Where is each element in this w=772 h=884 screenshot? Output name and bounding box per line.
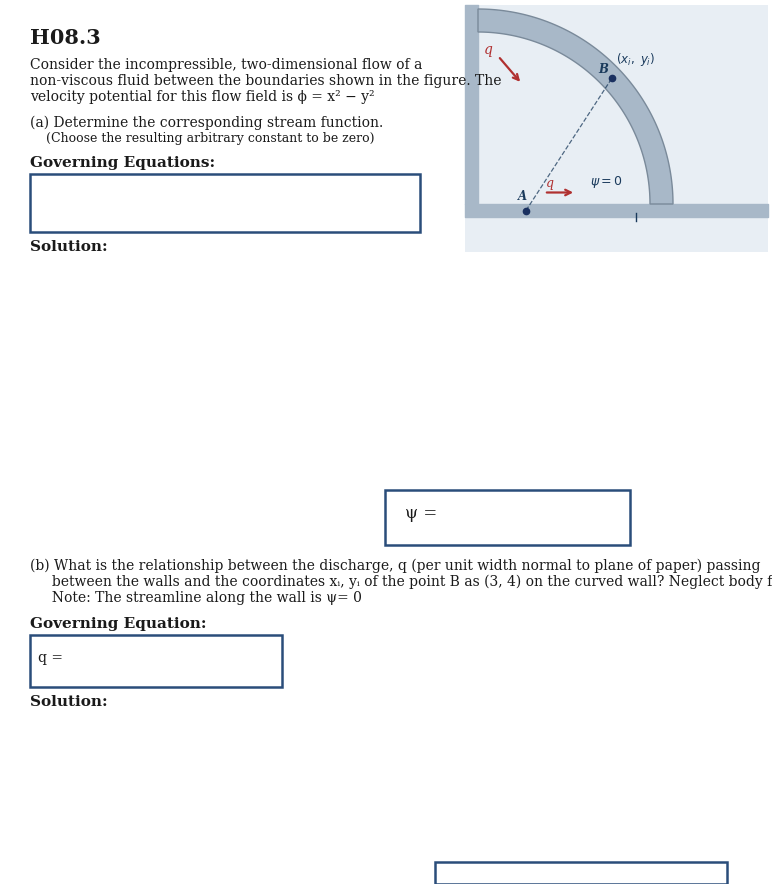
Text: H08.3: H08.3 (30, 28, 101, 48)
Text: Solution:: Solution: (30, 695, 107, 709)
Text: A: A (518, 189, 527, 202)
Text: Governing Equation:: Governing Equation: (30, 617, 206, 631)
Text: q: q (484, 43, 493, 57)
Text: Governing Equations:: Governing Equations: (30, 156, 215, 170)
Text: q =: q = (38, 651, 63, 665)
Text: velocity potential for this flow field is ϕ = x² − y²: velocity potential for this flow field i… (30, 90, 374, 104)
FancyBboxPatch shape (435, 862, 727, 884)
Text: (Choose the resulting arbitrary constant to be zero): (Choose the resulting arbitrary constant… (30, 132, 374, 145)
Text: B: B (599, 64, 608, 76)
Text: $\psi = 0$: $\psi = 0$ (590, 174, 623, 190)
FancyBboxPatch shape (385, 490, 630, 545)
Text: (b) What is the relationship between the discharge, q (per unit width normal to : (b) What is the relationship between the… (30, 559, 760, 574)
Polygon shape (478, 9, 673, 204)
Text: non-viscous fluid between the boundaries shown in the figure. The: non-viscous fluid between the boundaries… (30, 74, 502, 88)
Text: $(x_i,\ y_i)$: $(x_i,\ y_i)$ (616, 51, 655, 68)
Text: Note: The streamline along the wall is ψ= 0: Note: The streamline along the wall is ψ… (30, 591, 362, 605)
Text: between the walls and the coordinates xᵢ, yᵢ of the point B as (3, 4) on the cur: between the walls and the coordinates xᵢ… (30, 575, 772, 590)
Text: Consider the incompressible, two-dimensional flow of a: Consider the incompressible, two-dimensi… (30, 58, 422, 72)
FancyBboxPatch shape (30, 635, 282, 687)
FancyBboxPatch shape (465, 5, 768, 252)
Text: q: q (546, 178, 554, 190)
Text: ψ =: ψ = (405, 505, 437, 522)
FancyBboxPatch shape (30, 174, 420, 232)
Text: Solution:: Solution: (30, 240, 107, 254)
Text: (a) Determine the corresponding stream function.: (a) Determine the corresponding stream f… (30, 116, 383, 131)
